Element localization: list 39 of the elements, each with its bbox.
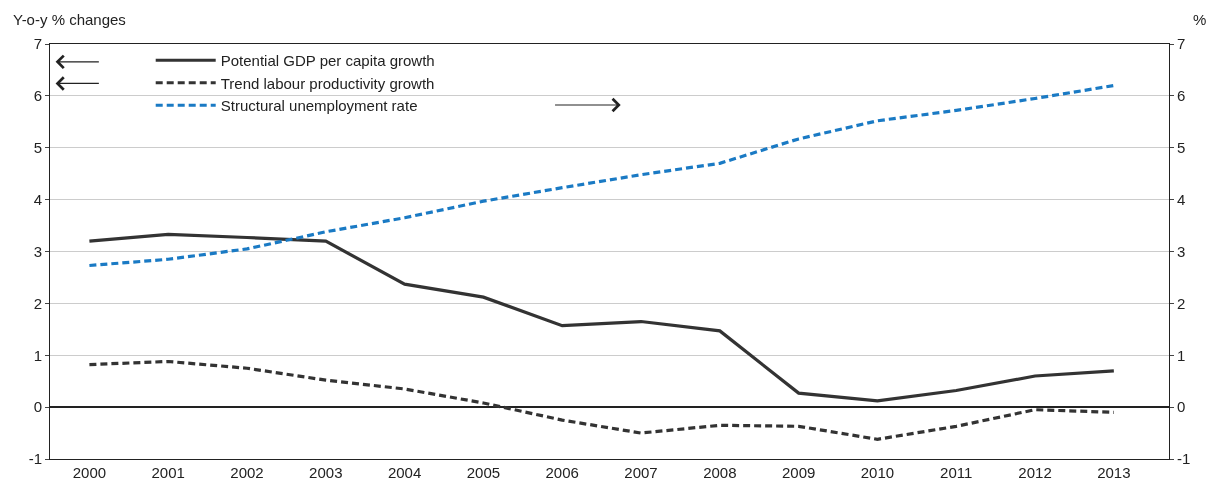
x-tick-label: 2002 (230, 464, 264, 481)
x-tick-label: 2003 (309, 464, 343, 481)
y-axis-title: Y-o-y % changes (13, 11, 126, 28)
y-tick-label: 6 (33, 87, 42, 105)
x-tick-label: 2009 (781, 464, 816, 481)
y-tick-label: 1 (33, 346, 42, 364)
x-tick-label: 2004 (387, 464, 422, 481)
x-tick-label: 2006 (545, 464, 579, 481)
y2-axis-title: % (1193, 11, 1207, 28)
y2-tick-label: 2 (1177, 294, 1186, 312)
y-tick-label: 7 (33, 35, 42, 53)
line-series (87, 359, 1116, 441)
x-tick-label: 2008 (703, 464, 737, 481)
x-tick-label: 2011 (940, 464, 973, 481)
x-tick-label: 2012 (1018, 464, 1052, 481)
legend-label: Structural unemployment rate (220, 97, 418, 115)
y2-tick-label: 6 (1177, 87, 1186, 105)
y2-tick-label: 0 (1177, 398, 1186, 416)
y2-tick-label: 3 (1177, 242, 1186, 260)
x-tick-label: 2000 (72, 464, 107, 481)
y2-tick-label: 4 (1177, 190, 1186, 208)
legend-label: Potential GDP per capita growth (220, 52, 435, 70)
x-tick-label: 2001 (151, 464, 185, 481)
y-tick-label: 0 (33, 398, 42, 416)
y-tick-label: 4 (33, 190, 42, 208)
x-tick-label: 2010 (860, 464, 895, 481)
y2-tick-label: 1 (1177, 346, 1186, 364)
y2-tick-label: 5 (1177, 139, 1186, 156)
x-tick-label: 2007 (624, 464, 658, 481)
y2-tick-label: -1 (1177, 450, 1191, 468)
x-tick-label: 2013 (1097, 464, 1131, 481)
y2-tick-label: 7 (1177, 35, 1186, 53)
legend-label: Trend labour productivity growth (220, 74, 435, 92)
y-tick-label: 3 (33, 242, 42, 260)
line-series (87, 232, 1116, 403)
y-tick-label: -1 (28, 450, 42, 468)
y-tick-label: 2 (33, 294, 42, 312)
x-tick-label: 2005 (466, 464, 501, 481)
y-tick-label: 5 (33, 139, 42, 156)
